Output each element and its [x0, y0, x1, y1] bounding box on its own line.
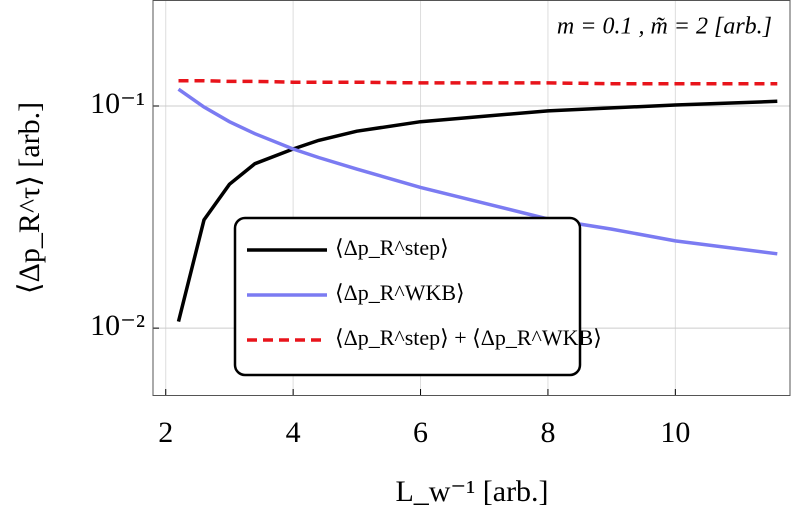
y-tick-label: 10⁻¹ — [90, 87, 145, 120]
series-line — [176, 99, 778, 323]
x-tick-label: 8 — [540, 416, 555, 449]
legend-label: ⟨Δp_R^step⟩ + ⟨Δp_R^WKB⟩ — [335, 325, 602, 350]
legend-label: ⟨Δp_R^WKB⟩ — [335, 280, 465, 305]
x-axis-label: L_w⁻¹ [arb.] — [395, 475, 548, 508]
annotation: m = 0.1 , m̃ = 2 [arb.] — [557, 14, 772, 40]
legend-label: ⟨Δp_R^step⟩ — [335, 235, 449, 260]
plot-frame — [152, 0, 791, 396]
x-tick-label: 2 — [158, 416, 173, 449]
series-line — [178, 78, 778, 86]
x-tick-label: 10 — [660, 416, 690, 449]
y-axis-label: ⟨Δp_R^τ⟩ [arb.] — [13, 102, 46, 294]
x-tick-label: 6 — [413, 416, 428, 449]
y-tick-label: 10⁻² — [90, 309, 145, 342]
legend-box — [233, 216, 582, 377]
series-line — [177, 87, 778, 256]
x-tick-label: 4 — [286, 416, 301, 449]
